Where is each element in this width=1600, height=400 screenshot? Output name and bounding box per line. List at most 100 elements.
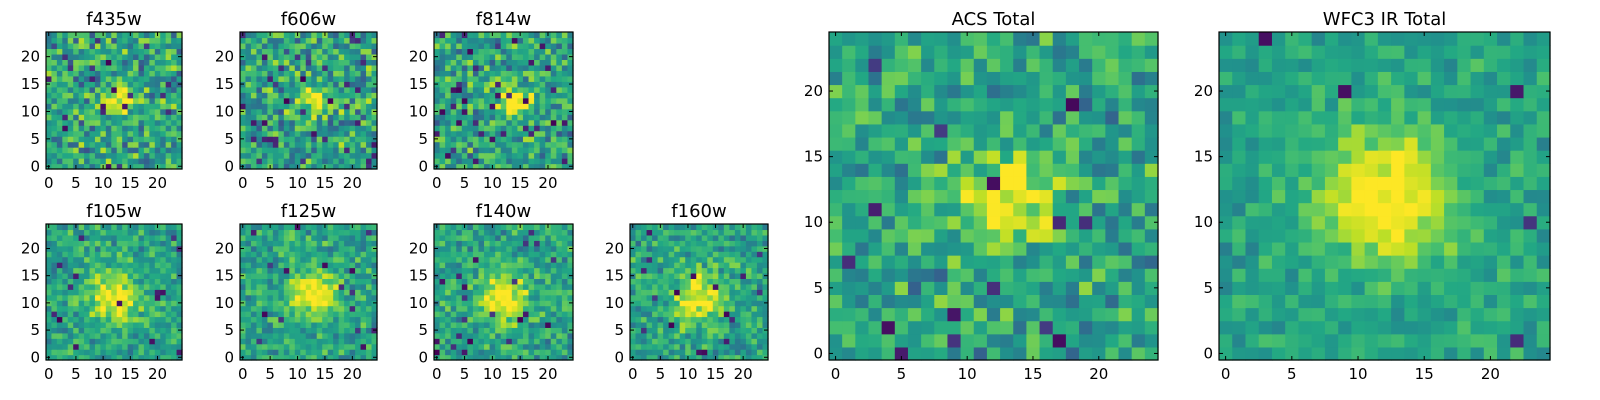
heatmap-cell (729, 283, 736, 290)
heatmap-cell (261, 152, 268, 159)
heatmap-cell (881, 346, 896, 361)
heatmap-cell (517, 278, 524, 285)
heatmap-cell (445, 70, 452, 77)
heatmap-cell (245, 229, 252, 236)
heatmap-cell (556, 125, 563, 132)
heatmap-cell (46, 229, 53, 236)
heatmap-cell (561, 224, 569, 231)
heatmap-cell (657, 256, 664, 263)
heatmap-cell (154, 283, 161, 290)
heatmap-cell (289, 37, 296, 44)
heatmap-cell (707, 234, 714, 241)
heatmap-cell (723, 262, 730, 269)
y-tick-label: 5 (224, 321, 234, 339)
heatmap-cell (305, 70, 312, 77)
heatmap-cell (679, 343, 686, 350)
heatmap-cell (663, 305, 670, 312)
heatmap-cell (94, 234, 101, 241)
heatmap-cell (657, 327, 664, 334)
heatmap-cell (94, 125, 101, 132)
heatmap-cell (278, 311, 285, 318)
heatmap-cell (534, 125, 541, 132)
heatmap-cell (261, 97, 268, 104)
heatmap-cell (165, 92, 172, 99)
heatmap-cell (1144, 228, 1159, 243)
heatmap-cell (534, 316, 541, 323)
heatmap-cell (545, 332, 552, 339)
heatmap-cell (56, 321, 63, 328)
heatmap-cell (539, 152, 546, 159)
heatmap-image (46, 224, 183, 361)
heatmap-cell (250, 42, 258, 50)
heatmap-cell (690, 267, 697, 274)
heatmap-cell (267, 53, 274, 60)
heatmap-cell (344, 32, 351, 39)
heatmap-cell (679, 349, 686, 356)
heatmap-cell (371, 125, 378, 132)
heatmap-cell (522, 256, 530, 263)
heatmap-cell (94, 262, 101, 269)
heatmap-cell (522, 305, 530, 312)
heatmap-cell (278, 64, 285, 71)
heatmap-cell (517, 332, 524, 339)
heatmap-cell (762, 338, 769, 345)
heatmap-cell (51, 37, 58, 44)
heatmap-cell (674, 300, 681, 307)
heatmap-cell (261, 158, 268, 165)
heatmap-cell (1131, 281, 1146, 295)
heatmap-cell (434, 130, 441, 137)
heatmap-cell (561, 64, 569, 71)
heatmap-cell (46, 147, 53, 154)
heatmap-cell (338, 92, 345, 99)
heatmap-cell (907, 215, 922, 230)
heatmap-cell (100, 262, 107, 269)
heatmap-cell (690, 305, 697, 312)
heatmap-cell (740, 272, 747, 279)
heatmap-cell (511, 240, 518, 247)
heatmap-cell (143, 130, 150, 137)
heatmap-cell (973, 241, 988, 256)
heatmap-cell (73, 338, 80, 345)
heatmap-cell (663, 278, 670, 285)
heatmap-cell (489, 59, 496, 66)
heatmap-cell (1131, 294, 1146, 309)
heatmap-cell (517, 92, 524, 99)
heatmap-cell (322, 300, 329, 307)
heatmap-cell (94, 163, 101, 170)
heatmap-cell (712, 267, 719, 274)
heatmap-cell (511, 163, 518, 170)
heatmap-cell (250, 316, 258, 323)
heatmap-cell (445, 289, 452, 296)
heatmap-cell (272, 48, 279, 55)
heatmap-cell (1039, 189, 1054, 204)
heatmap-cell (165, 224, 172, 231)
heatmap-cell (94, 294, 101, 301)
heatmap-cell (305, 272, 312, 279)
heatmap-cell (89, 64, 96, 71)
heatmap-cell (712, 251, 719, 258)
heatmap-cell (160, 97, 167, 104)
heatmap-cell (105, 37, 112, 44)
heatmap-cell (256, 224, 263, 231)
heatmap-cell (154, 86, 161, 93)
heatmap-cell (73, 262, 80, 269)
heatmap-cell (561, 125, 569, 132)
heatmap-cell (506, 48, 513, 55)
heatmap-cell (105, 97, 112, 104)
heatmap-cell (327, 267, 334, 274)
heatmap-cell (245, 256, 252, 263)
heatmap-cell (500, 147, 507, 154)
heatmap-cell (333, 289, 340, 296)
heatmap-cell (171, 97, 178, 104)
heatmap-cell (734, 300, 741, 307)
heatmap-cell (89, 234, 96, 241)
heatmap-cell (138, 316, 145, 323)
heatmap-cell (484, 48, 491, 55)
heatmap-cell (561, 152, 569, 159)
heatmap-cell (690, 256, 697, 263)
heatmap-cell (100, 86, 107, 93)
heatmap-cell (111, 224, 118, 231)
heatmap-cell (133, 53, 140, 60)
heatmap-cell (500, 305, 507, 312)
heatmap-cell (51, 338, 58, 345)
